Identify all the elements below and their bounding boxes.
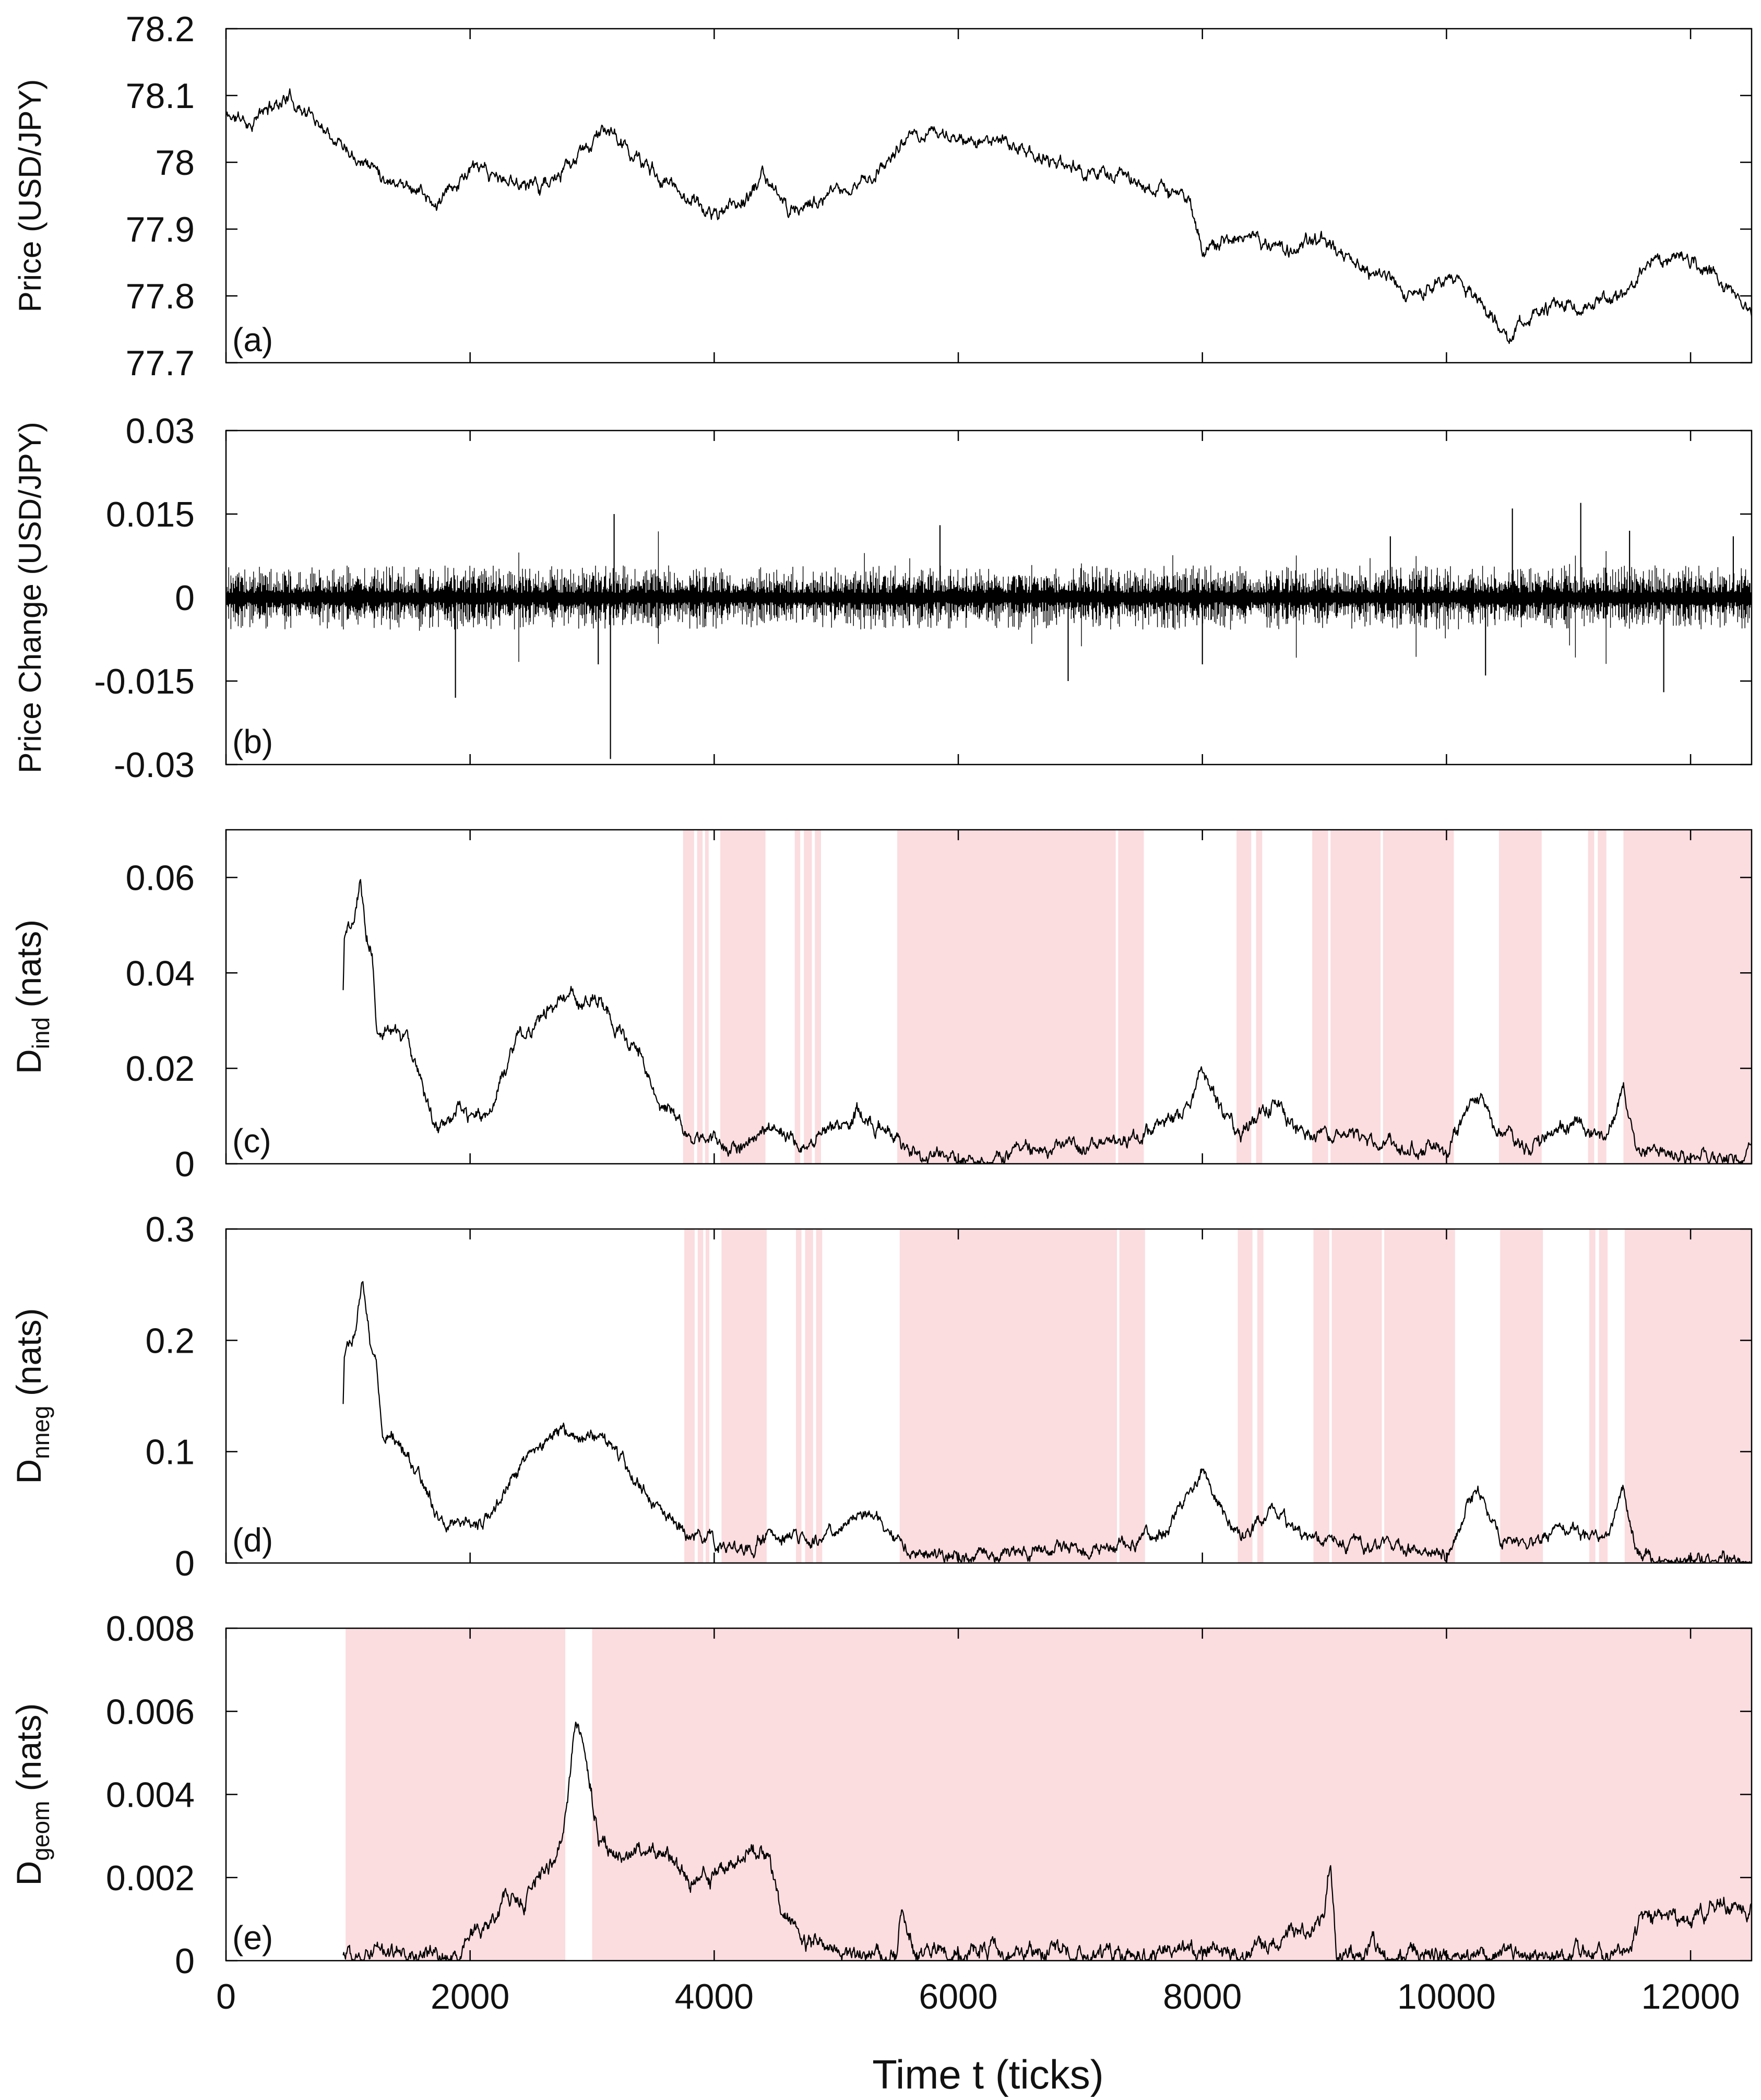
shaded-region-c-8 — [1118, 830, 1144, 1164]
shaded-region-c-2 — [705, 830, 709, 1164]
shaded-region-d-2 — [705, 1229, 710, 1563]
y-tick-label-c-0: 0 — [175, 1144, 195, 1184]
x-tick-label-6: 12000 — [1641, 1977, 1740, 2017]
shaded-region-d-0 — [684, 1229, 695, 1563]
y-tick-label-a-0: 77.7 — [126, 343, 195, 383]
shaded-region-d-10 — [1257, 1229, 1264, 1563]
x-tick-label-3: 6000 — [919, 1977, 997, 2017]
y-tick-label-c-2: 0.04 — [126, 953, 195, 993]
series-d — [342, 1281, 1752, 1564]
y-tick-label-d-1: 0.1 — [145, 1433, 195, 1472]
y-tick-label-b-3: 0.015 — [106, 495, 195, 534]
y-tick-label-c-3: 0.06 — [126, 858, 195, 898]
panel-label-a: (a) — [232, 321, 273, 359]
panel-label-d: (d) — [232, 1521, 273, 1559]
plot-frame-a — [225, 28, 1753, 364]
shaded-region-d-3 — [721, 1229, 767, 1563]
panel-label-c: (c) — [232, 1122, 271, 1160]
y-tick-label-a-3: 78 — [155, 143, 195, 183]
shaded-region-c-15 — [1588, 830, 1595, 1164]
y-tick-label-e-4: 0.008 — [106, 1609, 195, 1649]
y-axis-label-e: Dgeom (nats) — [9, 1703, 54, 1886]
y-tick-label-a-2: 77.9 — [126, 210, 195, 249]
shaded-region-c-13 — [1383, 830, 1454, 1164]
series-e — [342, 1721, 1752, 1962]
shaded-region-d-11 — [1313, 1229, 1329, 1563]
shaded-region-c-9 — [1236, 830, 1252, 1164]
chart-panels: 77.7 77.8 77.9 78 78.1 78.2 (a) Price (USD/JPY)… — [9, 9, 1753, 2017]
panel-e: 0 0.002 0.004 0.006 0.008 0 2000 4000 6000 8000 10… — [9, 1609, 1753, 2017]
shaded-region-c-1 — [697, 830, 703, 1164]
shaded-region-d-1 — [697, 1229, 704, 1563]
y-tick-label-e-2: 0.004 — [106, 1775, 195, 1815]
plot-frame-d — [225, 1228, 1753, 1564]
panel-d: 0 0.1 0.2 0.3 (d) Dnneg (nats) — [9, 1210, 1753, 1583]
x-tick-label-5: 10000 — [1397, 1977, 1496, 2017]
y-tick-label-d-2: 0.2 — [145, 1321, 195, 1361]
shaded-region-d-5 — [805, 1229, 813, 1563]
shaded-region-c-17 — [1623, 830, 1752, 1164]
y-tick-label-e-3: 0.006 — [106, 1692, 195, 1732]
shaded-region-d-17 — [1624, 1229, 1752, 1563]
y-tick-label-b-2: 0 — [175, 578, 195, 618]
shaded-region-c-16 — [1598, 830, 1607, 1164]
x-axis-label: Time t (ticks) — [872, 2051, 1103, 2097]
y-tick-label-c-1: 0.02 — [126, 1049, 195, 1089]
plot-frame-c — [225, 829, 1753, 1165]
y-axis-label-b: Price Change (USD/JPY) — [13, 422, 47, 773]
shaded-region-c-10 — [1256, 830, 1263, 1164]
shaded-region-c-5 — [804, 830, 812, 1164]
y-axis-label-a: Price (USD/JPY) — [13, 79, 47, 313]
y-tick-label-a-4: 78.1 — [126, 76, 195, 116]
shaded-region-e-0 — [346, 1628, 566, 1961]
y-tick-label-a-5: 78.2 — [126, 9, 195, 49]
shaded-region-c-7 — [897, 830, 1116, 1164]
panel-c: 0 0.02 0.04 0.06 (c) Dind (nats) — [9, 829, 1753, 1184]
y-tick-label-a-1: 77.8 — [126, 277, 195, 316]
series-a — [225, 88, 1753, 344]
y-axis-label-d: Dnneg (nats) — [9, 1308, 54, 1484]
shaded-region-d-6 — [816, 1229, 823, 1563]
shaded-region-d-12 — [1331, 1229, 1382, 1563]
x-tick-label-1: 2000 — [431, 1977, 509, 2017]
y-tick-label-b-1: -0.015 — [94, 662, 195, 701]
x-tick-label-4: 8000 — [1163, 1977, 1242, 2017]
shaded-region-d-9 — [1238, 1229, 1253, 1563]
y-tick-label-e-0: 0 — [175, 1941, 195, 1981]
shaded-region-c-14 — [1498, 830, 1542, 1164]
y-tick-label-d-3: 0.3 — [145, 1210, 195, 1249]
shaded-region-d-13 — [1384, 1229, 1455, 1563]
shaded-region-d-7 — [899, 1229, 1117, 1563]
y-tick-label-b-0: -0.03 — [114, 745, 195, 785]
shaded-region-c-0 — [683, 830, 694, 1164]
shaded-region-e-1 — [592, 1628, 1752, 1961]
y-tick-label-d-0: 0 — [175, 1544, 195, 1583]
shaded-region-c-11 — [1312, 830, 1328, 1164]
series-c — [342, 879, 1753, 1165]
shaded-region-d-8 — [1119, 1229, 1145, 1563]
panel-a: 77.7 77.8 77.9 78 78.1 78.2 (a) Price (USD/JPY) — [13, 9, 1753, 383]
x-tick-label-2: 4000 — [675, 1977, 754, 2017]
shaded-region-d-15 — [1589, 1229, 1596, 1563]
shaded-region-c-12 — [1330, 830, 1381, 1164]
shaded-region-c-6 — [815, 830, 821, 1164]
y-tick-label-e-1: 0.002 — [106, 1858, 195, 1898]
shaded-region-d-4 — [796, 1229, 802, 1563]
shaded-region-d-14 — [1500, 1229, 1543, 1563]
shaded-region-d-16 — [1599, 1229, 1608, 1563]
y-axis-label-c: Dind (nats) — [9, 920, 54, 1074]
shaded-region-c-4 — [794, 830, 801, 1164]
x-tick-label-0: 0 — [216, 1977, 236, 2017]
panel-label-b: (b) — [232, 723, 273, 760]
panel-label-e: (e) — [232, 1919, 273, 1956]
shaded-region-c-3 — [720, 830, 766, 1164]
y-tick-label-b-4: 0.03 — [126, 411, 195, 451]
panel-b: -0.03 -0.015 0 0.015 0.03 (b) Price Change (US… — [13, 411, 1753, 785]
